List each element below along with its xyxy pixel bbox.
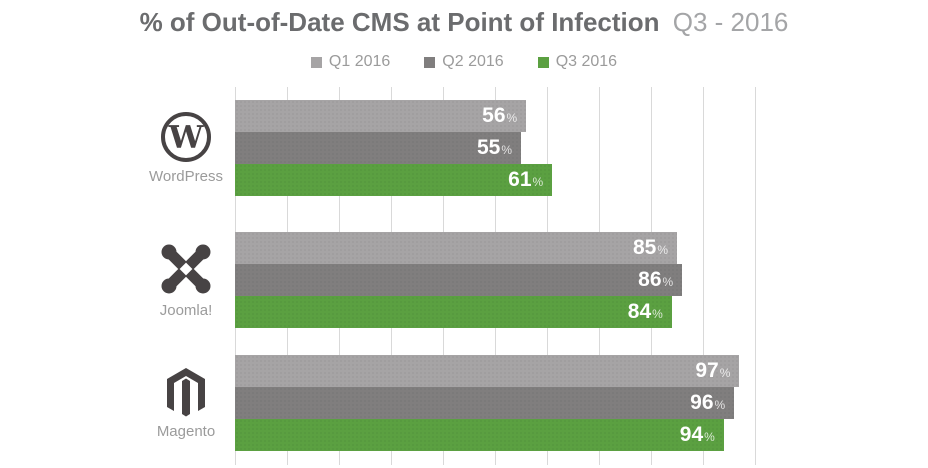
legend-label-q3: Q3 2016 bbox=[555, 53, 618, 70]
svg-text:W: W bbox=[168, 120, 205, 156]
bar-value-suffix: % bbox=[662, 275, 674, 289]
bar-value: 94 bbox=[679, 423, 704, 446]
bar-wordpress-q2-2016: 55% bbox=[235, 132, 521, 164]
gridline-100 bbox=[755, 87, 756, 465]
bar-wordpress-q1-2016: 56% bbox=[235, 100, 527, 132]
legend-swatch-q2-icon bbox=[424, 56, 436, 68]
bar-value-suffix: % bbox=[714, 398, 726, 412]
bar-magento-q3-2016: 94% bbox=[235, 419, 724, 451]
legend-swatch-q1-icon bbox=[310, 56, 322, 68]
bar-value-suffix: % bbox=[719, 366, 731, 380]
category-group-joomla: Joomla! 85% 86% 84% bbox=[140, 232, 928, 328]
category-name: WordPress bbox=[149, 168, 223, 185]
legend-label-q2: Q2 2016 bbox=[442, 53, 504, 70]
category-label-wordpress: W WordPress bbox=[140, 100, 232, 196]
category-name: Magento bbox=[156, 423, 216, 440]
bar-value: 86 bbox=[638, 268, 662, 291]
legend-swatch-q3-icon bbox=[537, 56, 549, 68]
bar-wordpress-q3-2016: 61% bbox=[235, 164, 553, 196]
bar-value: 84 bbox=[627, 300, 652, 323]
bar-magento-q2-2016: 96% bbox=[235, 387, 735, 419]
chart-title-period: Q3 - 2016 bbox=[672, 7, 789, 37]
bar-magento-q1-2016: 97% bbox=[235, 355, 740, 387]
bar-value-suffix: % bbox=[704, 430, 715, 444]
bar-value: 97 bbox=[695, 359, 719, 382]
bar-value: 56 bbox=[482, 104, 506, 127]
chart-title-main: % of Out-of-Date CMS at Point of Infecti… bbox=[139, 7, 660, 37]
legend: Q1 2016 Q2 2016 Q3 2016 bbox=[0, 53, 928, 71]
bar-group-joomla: 85% 86% 84% bbox=[235, 232, 755, 328]
bar-group-wordpress: 56% 55% 61% bbox=[235, 100, 755, 196]
magento-icon bbox=[167, 368, 205, 417]
legend-label-q1: Q1 2016 bbox=[328, 53, 391, 70]
bar-joomla-q3-2016: 84% bbox=[235, 296, 672, 328]
bar-value-suffix: % bbox=[657, 243, 668, 257]
bar-group-magento: 97% 96% 94% bbox=[235, 355, 755, 451]
bar-joomla-q2-2016: 86% bbox=[235, 264, 683, 296]
bar-value: 61 bbox=[508, 168, 532, 191]
wordpress-icon: W bbox=[161, 112, 211, 162]
bar-joomla-q1-2016: 85% bbox=[235, 232, 677, 264]
legend-item-q3-2016: Q3 2016 bbox=[537, 53, 618, 71]
bar-value: 85 bbox=[632, 236, 657, 259]
category-name: Joomla! bbox=[159, 302, 213, 319]
bar-value-suffix: % bbox=[506, 111, 518, 125]
bar-value-suffix: % bbox=[532, 175, 544, 189]
legend-item-q2-2016: Q2 2016 bbox=[424, 53, 504, 71]
category-group-magento: Magento 97% 96% 94% bbox=[140, 355, 928, 451]
bar-value-suffix: % bbox=[501, 143, 512, 157]
bar-value: 55 bbox=[476, 136, 501, 159]
gridline-90 bbox=[703, 87, 704, 465]
chart-title: % of Out-of-Date CMS at Point of Infecti… bbox=[0, 7, 928, 38]
bar-value: 96 bbox=[690, 391, 714, 414]
joomla-icon bbox=[161, 244, 211, 294]
legend-item-q1-2016: Q1 2016 bbox=[310, 53, 391, 71]
category-label-joomla: Joomla! bbox=[140, 232, 232, 328]
category-group-wordpress: W WordPress 56% 55% 61% bbox=[140, 100, 928, 196]
category-label-magento: Magento bbox=[140, 355, 232, 451]
bar-value-suffix: % bbox=[652, 307, 663, 321]
